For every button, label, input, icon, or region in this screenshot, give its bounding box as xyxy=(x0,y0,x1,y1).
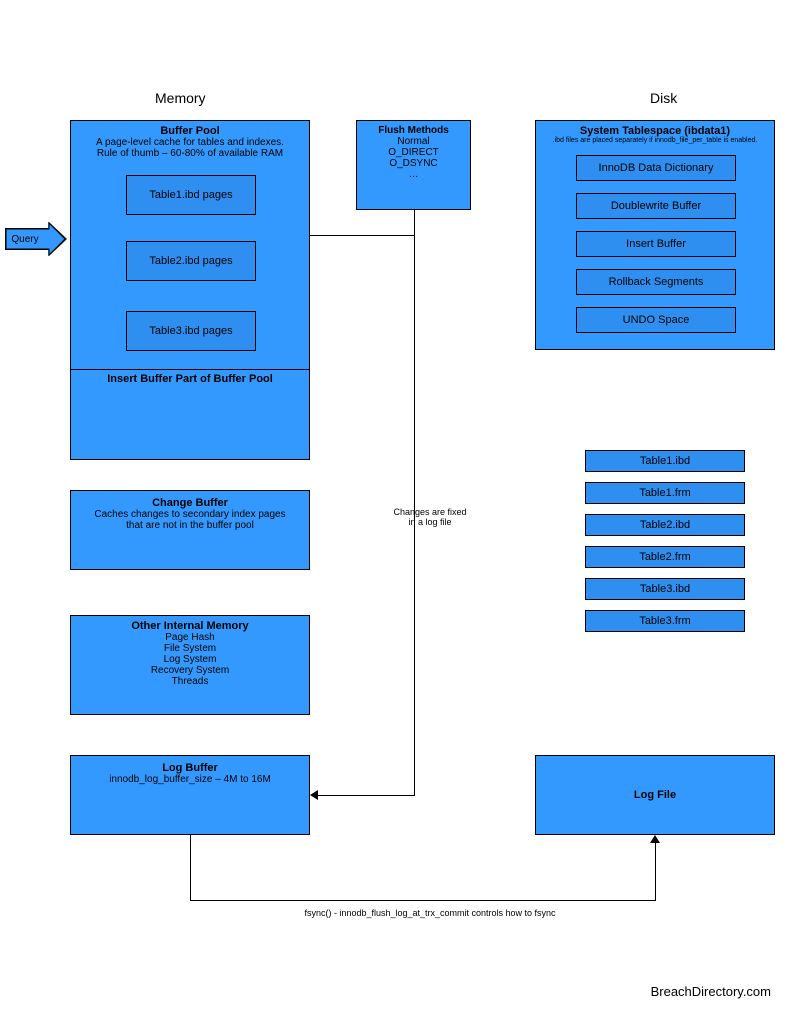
flow-line-h1 xyxy=(310,235,415,236)
buffer-pool-page-1: Table2.ibd pages xyxy=(126,241,256,281)
flush-methods-title: Flush Methods xyxy=(357,125,470,136)
flow-line-v1 xyxy=(414,210,415,795)
other-internal-box: Other Internal Memory Page Hash File Sys… xyxy=(70,615,310,715)
query-arrow-svg: Query xyxy=(5,221,67,257)
sys-ts-item-4: UNDO Space xyxy=(576,307,736,333)
other-internal-title: Other Internal Memory xyxy=(71,620,309,632)
buffer-pool-box: Buffer Pool A page-level cache for table… xyxy=(70,120,310,460)
flow-line-h2 xyxy=(318,795,415,796)
disk-file-2: Table2.ibd xyxy=(585,514,745,536)
change-buffer-title: Change Buffer xyxy=(71,497,309,509)
log-buffer-box: Log Buffer innodb_log_buffer_size – 4M t… xyxy=(70,755,310,835)
log-buffer-desc: innodb_log_buffer_size – 4M to 16M xyxy=(71,774,309,785)
footer-text: BreachDirectory.com xyxy=(651,984,771,999)
other-internal-item-4: Threads xyxy=(71,676,309,687)
flush-methods-item-1: O_DIRECT xyxy=(357,147,470,158)
sys-ts-item-0: InnoDB Data Dictionary xyxy=(576,155,736,181)
memory-header: Memory xyxy=(155,90,206,106)
flow2-arrow-up xyxy=(650,835,660,843)
flush-methods-item-3: … xyxy=(357,169,470,180)
disk-file-1: Table1.frm xyxy=(585,482,745,504)
system-tablespace-subtitle: .ibd files are placed separately if inno… xyxy=(536,137,774,144)
flush-methods-item-2: O_DSYNC xyxy=(357,158,470,169)
fsync-note: fsync() - innodb_flush_log_at_trx_commit… xyxy=(250,908,610,918)
log-buffer-title: Log Buffer xyxy=(71,762,309,774)
change-buffer-box: Change Buffer Caches changes to secondar… xyxy=(70,490,310,570)
changes-fixed-note: Changes are fixed in a log file xyxy=(380,507,480,527)
other-internal-item-1: File System xyxy=(71,643,309,654)
flow2-v1 xyxy=(190,835,191,900)
disk-file-0: Table1.ibd xyxy=(585,450,745,472)
buffer-pool-title: Buffer Pool xyxy=(71,125,309,137)
other-internal-item-2: Log System xyxy=(71,654,309,665)
insert-buffer-label: Insert Buffer Part of Buffer Pool xyxy=(71,373,309,385)
change-buffer-desc2: that are not in the buffer pool xyxy=(71,520,309,531)
buffer-pool-desc1: A page-level cache for tables and indexe… xyxy=(71,137,309,148)
disk-file-4: Table3.ibd xyxy=(585,578,745,600)
change-buffer-desc1: Caches changes to secondary index pages xyxy=(71,509,309,520)
sys-ts-item-1: Doublewrite Buffer xyxy=(576,193,736,219)
svg-text:Query: Query xyxy=(11,234,38,245)
other-internal-item-0: Page Hash xyxy=(71,632,309,643)
flow2-v2 xyxy=(655,843,656,901)
flush-methods-box: Flush Methods Normal O_DIRECT O_DSYNC … xyxy=(356,120,471,210)
buffer-pool-desc2: Rule of thumb – 60-80% of available RAM xyxy=(71,148,309,159)
system-tablespace-box: System Tablespace (ibdata1) .ibd files a… xyxy=(535,120,775,350)
sys-ts-item-3: Rollback Segments xyxy=(576,269,736,295)
flow-arrow-into-logbuffer xyxy=(310,790,318,800)
flush-methods-item-0: Normal xyxy=(357,136,470,147)
buffer-pool-page-2: Table3.ibd pages xyxy=(126,311,256,351)
diagram-canvas: Memory Disk Query Query Buffer Pool A pa… xyxy=(0,0,791,1024)
log-file-box: Log File xyxy=(535,755,775,835)
sys-ts-item-2: Insert Buffer xyxy=(576,231,736,257)
buffer-pool-page-0: Table1.ibd pages xyxy=(126,175,256,215)
disk-file-3: Table2.frm xyxy=(585,546,745,568)
other-internal-item-3: Recovery System xyxy=(71,665,309,676)
system-tablespace-title: System Tablespace (ibdata1) xyxy=(536,125,774,137)
disk-file-5: Table3.frm xyxy=(585,610,745,632)
buffer-pool-divider xyxy=(71,369,309,370)
log-file-title: Log File xyxy=(634,789,676,801)
flow2-h xyxy=(190,900,655,901)
disk-header: Disk xyxy=(650,90,677,106)
